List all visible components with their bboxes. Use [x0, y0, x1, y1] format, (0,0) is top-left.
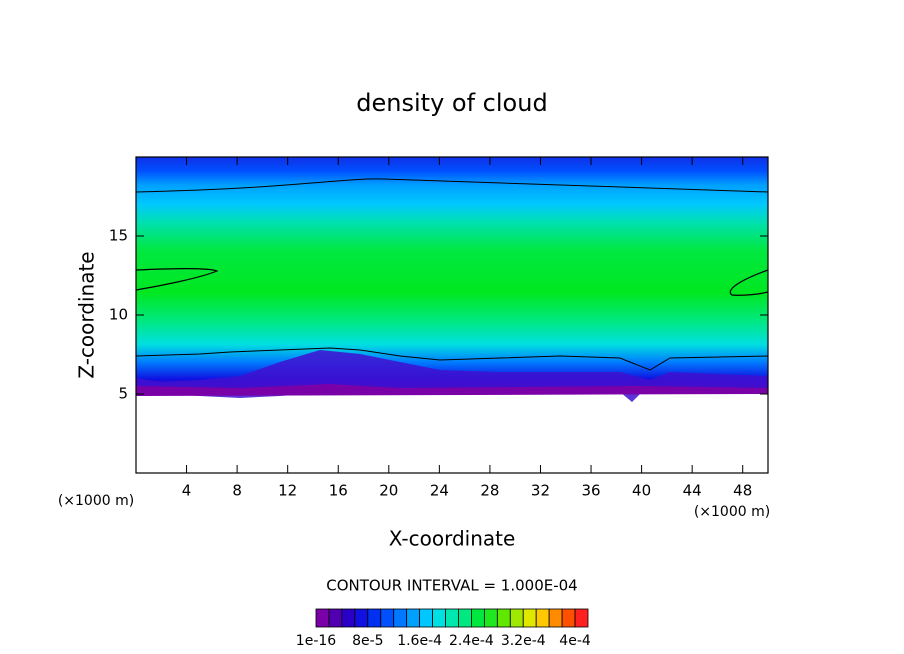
colorbar-swatch: [483, 608, 498, 628]
colorbar-swatch: [315, 608, 330, 628]
colorbar-swatch: [393, 608, 408, 628]
x-tick-label: 32: [531, 482, 550, 500]
colorbar-swatch: [432, 608, 446, 628]
x-tick-label: 40: [632, 482, 651, 500]
contour-field: [135, 156, 769, 474]
x-tick-label: 20: [379, 482, 398, 500]
x-tick-label: 36: [581, 482, 600, 500]
x-tick-label: 12: [278, 482, 297, 500]
colorbar-tick-label: 3.2e-4: [501, 633, 546, 649]
x-tick-label: 44: [683, 482, 702, 500]
contour-line: [135, 347, 769, 371]
chart-title: density of cloud: [356, 89, 547, 117]
x-tick-label: 16: [329, 482, 348, 500]
colorbar-swatch: [354, 608, 369, 628]
colorbar-swatch: [406, 608, 421, 628]
filled-contours: [136, 157, 768, 391]
unit-label: (×1000 m): [58, 493, 134, 509]
unit-label: (×1000 m): [694, 504, 770, 520]
colorbar-swatch: [496, 608, 511, 628]
colorbar-swatch: [509, 608, 524, 628]
colorbar-swatch: [341, 608, 356, 628]
x-tick-label: 8: [232, 482, 242, 500]
colorbar-swatch: [548, 608, 563, 628]
x-tick-label: 48: [733, 482, 752, 500]
colorbar-swatch: [574, 608, 589, 628]
x-tick-label: 24: [430, 482, 449, 500]
colorbar-swatch: [367, 608, 382, 628]
x-tick-label: 28: [480, 482, 499, 500]
colorbar-swatch: [458, 608, 472, 628]
colorbar-swatch: [561, 608, 576, 628]
colorbar-swatch: [522, 608, 537, 628]
y-tick-label: 5: [118, 385, 128, 403]
colorbar-swatch: [445, 608, 459, 628]
contour-line: [135, 268, 219, 291]
cloud-base: [136, 384, 768, 396]
colorbar-swatch: [419, 608, 433, 628]
colorbar-swatch: [380, 608, 395, 628]
colorbar-swatch: [535, 608, 550, 628]
colorbar-tick-label: 4e-4: [559, 633, 591, 649]
contour-line: [729, 269, 769, 296]
annotation: CONTOUR INTERVAL = 1.000E-04: [326, 577, 577, 595]
x-axis-label: X-coordinate: [389, 527, 516, 551]
colorbar-swatch: [471, 608, 485, 628]
colorbar-tick-label: 1.6e-4: [397, 633, 442, 649]
y-tick-label: 10: [109, 306, 128, 324]
colorbar-tick-label: 2.4e-4: [449, 633, 494, 649]
x-tick-label: 4: [182, 482, 192, 500]
colorbar-tick-label: 1e-16: [296, 633, 336, 649]
colorbar-swatch: [328, 608, 343, 628]
y-tick-label: 15: [109, 227, 128, 245]
y-axis-label: Z-coordinate: [75, 251, 99, 378]
colorbar-tick-label: 8e-5: [352, 633, 383, 649]
